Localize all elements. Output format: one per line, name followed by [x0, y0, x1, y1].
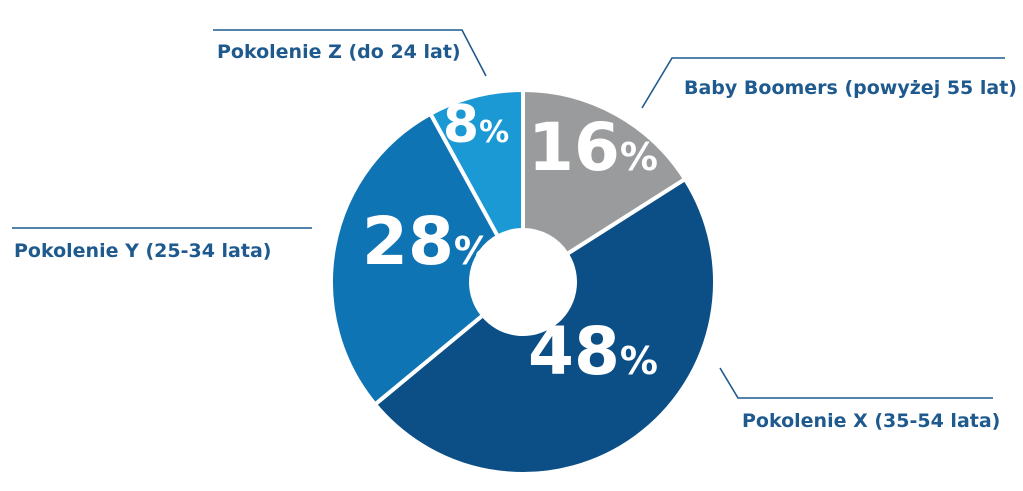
percent-label-3: 8%: [443, 95, 509, 155]
category-label-pokolenie-y: Pokolenie Y (25-34 lata): [14, 240, 271, 262]
percent-label-0: 16%: [528, 109, 658, 186]
leader-line-pokolenie-x: [719, 367, 993, 399]
percent-label-2: 28%: [362, 203, 492, 280]
category-label-pokolenie-x: Pokolenie X (35-54 lata): [742, 410, 1000, 432]
leader-line-baby-boomers: [641, 57, 1005, 109]
slice-2: [329, 111, 501, 408]
category-label-pokolenie-z: Pokolenie Z (do 24 lat): [217, 41, 461, 63]
slices-group: [329, 87, 717, 476]
leader-line-pokolenie-z: [213, 29, 487, 77]
slice-0: [521, 87, 688, 257]
category-label-baby-boomers: Baby Boomers (powyżej 55 lat): [684, 77, 1017, 99]
percent-labels-group: 16% 48% 28% 8%: [362, 95, 658, 390]
slice-3: [427, 87, 525, 240]
slice-1: [372, 176, 717, 476]
percent-label-1: 48%: [528, 313, 658, 390]
